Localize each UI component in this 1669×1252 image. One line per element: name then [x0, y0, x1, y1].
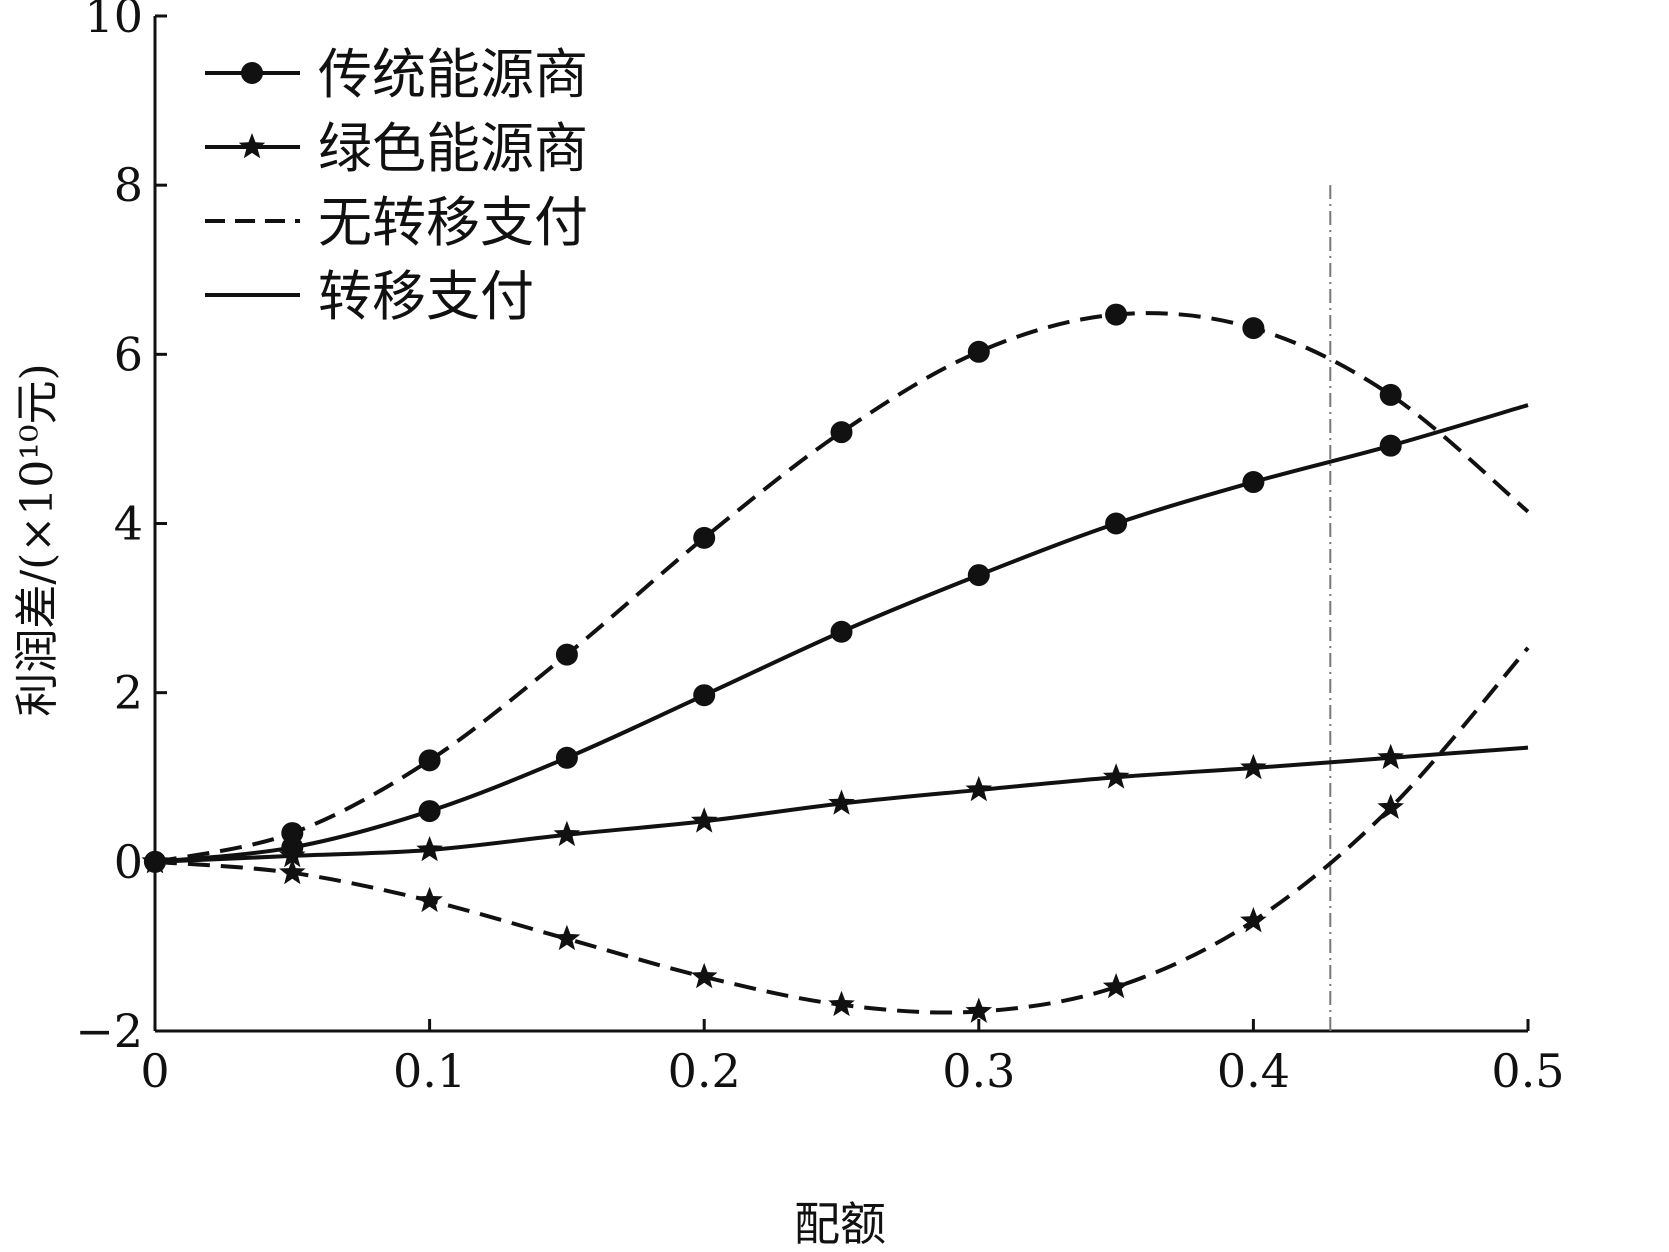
data-point-star — [553, 924, 581, 951]
data-point-star — [690, 962, 718, 989]
data-point-circle — [1242, 317, 1265, 340]
y-tick-label: −2 — [75, 1004, 143, 1058]
data-point-star — [828, 990, 855, 1017]
series-line-0 — [154, 311, 1530, 864]
data-point-circle — [555, 643, 578, 666]
data-point-star — [416, 886, 443, 913]
y-tick-label: 0 — [114, 835, 143, 889]
data-point-star — [1377, 743, 1404, 770]
y-tick-label: 6 — [114, 327, 143, 381]
data-point-circle — [1105, 512, 1128, 535]
data-point-star — [965, 997, 993, 1023]
data-point-circle — [1242, 471, 1265, 494]
data-point-star — [1377, 793, 1404, 819]
x-tick-label: 0.2 — [668, 1044, 741, 1098]
data-point-circle — [1379, 383, 1402, 406]
y-tick-label: 2 — [114, 666, 143, 720]
y-axis-label: 利润差/(×10¹⁰元) — [12, 363, 63, 716]
data-point-star — [828, 789, 855, 815]
y-tick-label: 10 — [84, 0, 143, 43]
data-point-star — [141, 847, 169, 874]
legend-circle-marker — [241, 62, 263, 84]
data-point-star — [1240, 907, 1267, 933]
x-tick-label: 0 — [140, 1044, 169, 1098]
data-point-circle — [1105, 303, 1128, 326]
data-point-star — [279, 858, 306, 885]
data-point-star — [1240, 753, 1267, 780]
x-tick-label: 0.5 — [1491, 1044, 1564, 1098]
data-point-star — [416, 836, 443, 862]
data-point-star — [279, 841, 306, 868]
plot-area — [141, 185, 1530, 1031]
data-point-circle — [418, 749, 441, 772]
legend-label: 无转移支付 — [318, 191, 588, 254]
x-tick-label: 0.4 — [1217, 1044, 1290, 1098]
data-point-circle — [1379, 434, 1402, 457]
x-tick-label: 0.1 — [393, 1044, 466, 1098]
data-point-star — [690, 807, 718, 833]
y-tick-label: 4 — [114, 497, 143, 551]
data-point-star — [1102, 763, 1130, 789]
data-point-circle — [830, 620, 853, 643]
data-point-star — [965, 775, 993, 802]
data-point-circle — [418, 800, 441, 823]
legend-label: 转移支付 — [318, 265, 534, 328]
x-axis-label: 配额 — [794, 1197, 886, 1251]
data-point-circle — [693, 684, 716, 707]
data-point-star — [553, 820, 581, 847]
legend-label: 绿色能源商 — [318, 117, 588, 180]
data-point-circle — [693, 526, 716, 549]
data-point-star — [1102, 973, 1130, 999]
x-tick-label: 0.3 — [942, 1044, 1015, 1098]
y-tick-label: 8 — [114, 158, 143, 212]
series-line-3 — [154, 646, 1530, 1015]
legend-label: 传统能源商 — [318, 43, 588, 106]
data-point-circle — [830, 421, 853, 444]
data-point-circle — [967, 340, 990, 363]
data-point-circle — [967, 564, 990, 587]
data-point-circle — [555, 746, 578, 769]
legend-star-marker — [238, 133, 266, 159]
